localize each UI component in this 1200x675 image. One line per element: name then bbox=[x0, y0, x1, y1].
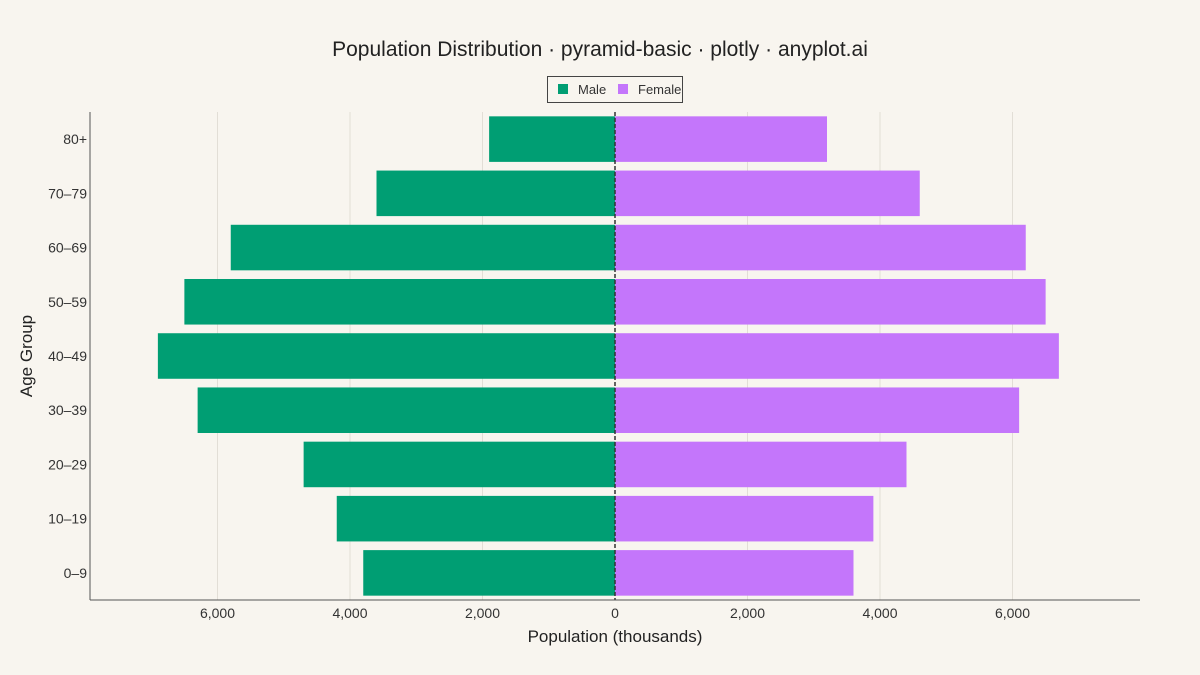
legend-label-female: Female bbox=[638, 82, 681, 97]
legend-swatch-female bbox=[618, 84, 628, 94]
bar-male bbox=[489, 116, 615, 162]
y-tick-label: 70–79 bbox=[48, 185, 87, 201]
x-tick-label: 6,000 bbox=[200, 605, 235, 621]
x-axis-title: Population (thousands) bbox=[528, 627, 703, 646]
bar-male bbox=[363, 550, 615, 596]
bar-female bbox=[615, 279, 1046, 325]
bar-male bbox=[336, 495, 615, 542]
bar-female bbox=[615, 116, 827, 162]
axes bbox=[89, 112, 1140, 601]
x-tick-label: 2,000 bbox=[465, 605, 500, 621]
y-tick-label: 50–59 bbox=[48, 294, 87, 310]
bars bbox=[157, 116, 1059, 596]
bar-male bbox=[230, 224, 615, 271]
legend-swatch-male bbox=[558, 84, 568, 94]
y-tick-label: 20–29 bbox=[48, 456, 87, 472]
chart-title: Population Distribution · pyramid-basic … bbox=[332, 38, 868, 61]
bar-female bbox=[615, 550, 854, 596]
legend-label-male: Male bbox=[578, 82, 606, 97]
x-tick-label: 2,000 bbox=[730, 605, 765, 621]
bar-female bbox=[615, 495, 874, 542]
bar-female bbox=[615, 387, 1020, 433]
x-tick-label: 4,000 bbox=[862, 605, 897, 621]
y-tick-label: 0–9 bbox=[64, 565, 88, 581]
y-tick-label: 60–69 bbox=[48, 240, 87, 256]
bar-male bbox=[184, 279, 615, 325]
bar-male bbox=[303, 441, 615, 488]
bar-male bbox=[376, 170, 615, 217]
y-tick-label: 40–49 bbox=[48, 348, 87, 364]
x-tick-label: 0 bbox=[611, 605, 619, 621]
bar-male bbox=[157, 333, 615, 379]
bar-male bbox=[197, 387, 615, 433]
y-axis-title: Age Group bbox=[17, 315, 36, 397]
legend: Male Female bbox=[547, 76, 683, 103]
x-tick-label: 6,000 bbox=[995, 605, 1030, 621]
bar-female bbox=[615, 441, 907, 488]
bar-female bbox=[615, 170, 920, 217]
bar-female bbox=[615, 333, 1059, 379]
y-tick-label: 80+ bbox=[63, 131, 87, 147]
y-tick-label: 10–19 bbox=[48, 511, 87, 527]
bar-female bbox=[615, 224, 1026, 271]
x-tick-label: 4,000 bbox=[332, 605, 367, 621]
y-tick-labels: 0–9 10–19 20–29 30–39 40–49 50–59 60–69 70–79 80… bbox=[48, 131, 87, 581]
y-tick-label: 30–39 bbox=[48, 402, 87, 418]
legend-box bbox=[547, 76, 683, 103]
x-tick-labels: 6,000 4,000 2,000 0 2,000 4,000 6,000 bbox=[200, 605, 1030, 621]
